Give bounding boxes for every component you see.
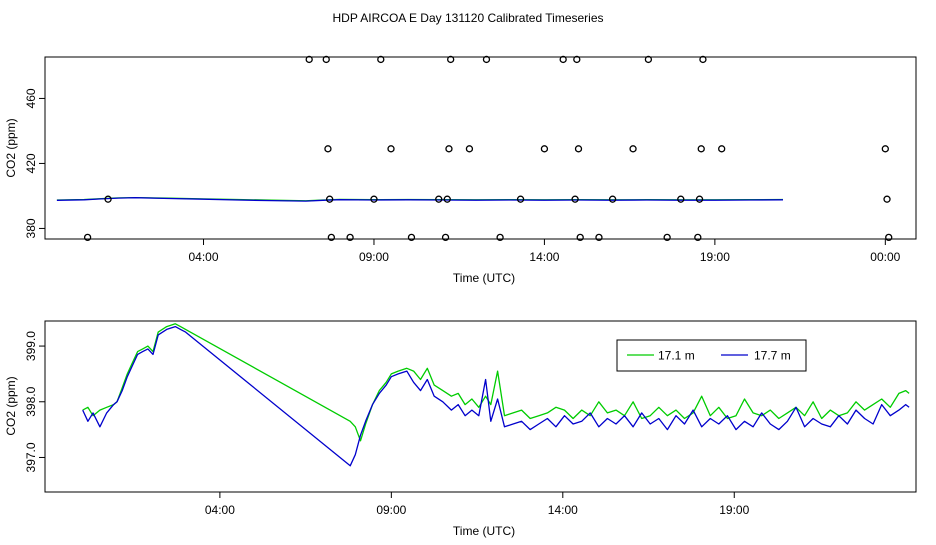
top-scatter-point-40: [885, 233, 893, 242]
top-scatter-point-19: [496, 233, 504, 242]
bottom-series-group: [82, 323, 910, 467]
top-scatter-point-38: [881, 145, 889, 153]
top-x-tick-label-0: 04:00: [189, 250, 219, 264]
top-scatter-point-22: [559, 55, 567, 64]
legend-label-17-7m: 17.7 m: [754, 349, 791, 363]
legend-label-17-1m: 17.1 m: [658, 349, 695, 363]
top-points-group: [83, 55, 893, 242]
top-y-axis-label: CO2 (ppm): [4, 118, 18, 177]
top-scatter-point-1: [104, 195, 112, 203]
top-scatter-point-4: [324, 145, 332, 153]
top-scatter-point-39: [883, 195, 891, 203]
top-scatter-point-0: [83, 233, 92, 242]
top-series-group: [56, 196, 784, 202]
bottom-axis-ticks: 04:00 09:00 14:00 19:00 397.0 398.0 399.0: [24, 331, 750, 517]
bottom-y-tick-label-0: 397.0: [24, 442, 38, 472]
bottom-x-axis-label: Time (UTC): [453, 524, 515, 538]
top-x-tick-label-3: 19:00: [700, 250, 730, 264]
top-scatter-point-30: [644, 55, 653, 64]
top-series-line-1: [56, 197, 784, 202]
top-scatter-point-21: [540, 145, 549, 153]
top-scatter-point-10: [387, 145, 395, 153]
top-scatter-point-6: [327, 233, 336, 242]
top-plot-frame: [44, 56, 917, 240]
bottom-plot-frame: [44, 320, 917, 493]
top-scatter-point-34: [695, 195, 704, 203]
top-x-tick-label-4: 00:00: [870, 250, 900, 264]
top-scatter-point-27: [595, 233, 603, 242]
top-scatter-point-29: [629, 145, 637, 153]
top-scatter-point-5: [326, 195, 334, 203]
top-scatter-point-12: [435, 195, 443, 203]
top-x-tick-label-2: 14:00: [529, 250, 559, 264]
top-scatter-point-33: [694, 233, 702, 242]
top-scatter-point-9: [377, 55, 385, 64]
top-x-axis-label: Time (UTC): [453, 271, 515, 285]
top-scatter-point-8: [370, 195, 378, 203]
top-axis-ticks: 04:00 09:00 14:00 19:00 00:00 380 420 460: [24, 88, 901, 264]
top-scatter-point-11: [407, 233, 416, 242]
top-scatter-point-13: [441, 233, 450, 242]
legend: 17.1 m 17.7 m: [616, 339, 807, 372]
page-title: HDP AIRCOA E Day 131120 Calibrated Times…: [332, 11, 603, 25]
bottom-y-tick-label-2: 399.0: [24, 331, 38, 361]
top-scatter-point-18: [482, 55, 491, 64]
top-scatter-point-36: [699, 55, 707, 64]
top-x-tick-label-1: 09:00: [359, 250, 389, 264]
top-scatter-point-20: [516, 195, 525, 203]
top-scatter-point-37: [718, 145, 726, 153]
top-scatter-point-15: [445, 145, 453, 153]
top-scatter-point-3: [322, 55, 330, 64]
top-scatter-point-26: [576, 233, 584, 242]
bottom-x-tick-label-1: 09:00: [376, 503, 406, 517]
bottom-y-tick-label-1: 398.0: [24, 386, 38, 416]
top-scatter-point-17: [465, 145, 474, 153]
top-panel: 04:00 09:00 14:00 19:00 00:00 380 420 460 Time …: [4, 55, 917, 285]
top-scatter-point-2: [305, 55, 313, 64]
top-scatter-point-31: [663, 233, 671, 242]
top-y-tick-label-0: 380: [24, 218, 38, 238]
bottom-y-axis-label: CO2 (ppm): [4, 376, 18, 435]
top-scatter-point-16: [447, 55, 455, 64]
top-y-tick-label-2: 460: [24, 88, 38, 108]
bottom-panel: 04:00 09:00 14:00 19:00 397.0 398.0 399.0 Time…: [4, 320, 917, 538]
top-y-tick-label-1: 420: [24, 153, 38, 173]
bottom-x-tick-label-2: 14:00: [548, 503, 578, 517]
top-scatter-point-7: [346, 233, 354, 242]
top-scatter-point-25: [574, 145, 583, 153]
top-scatter-point-32: [677, 195, 685, 203]
bottom-series-line-1: [82, 325, 910, 467]
bottom-x-tick-label-3: 19:00: [719, 503, 749, 517]
top-scatter-point-14: [443, 195, 451, 203]
bottom-series-line-0: [82, 323, 910, 442]
top-scatter-point-28: [608, 195, 617, 203]
top-scatter-point-23: [571, 195, 579, 203]
bottom-x-tick-label-0: 04:00: [205, 503, 235, 517]
top-scatter-point-24: [573, 55, 581, 64]
top-scatter-point-35: [697, 145, 705, 153]
